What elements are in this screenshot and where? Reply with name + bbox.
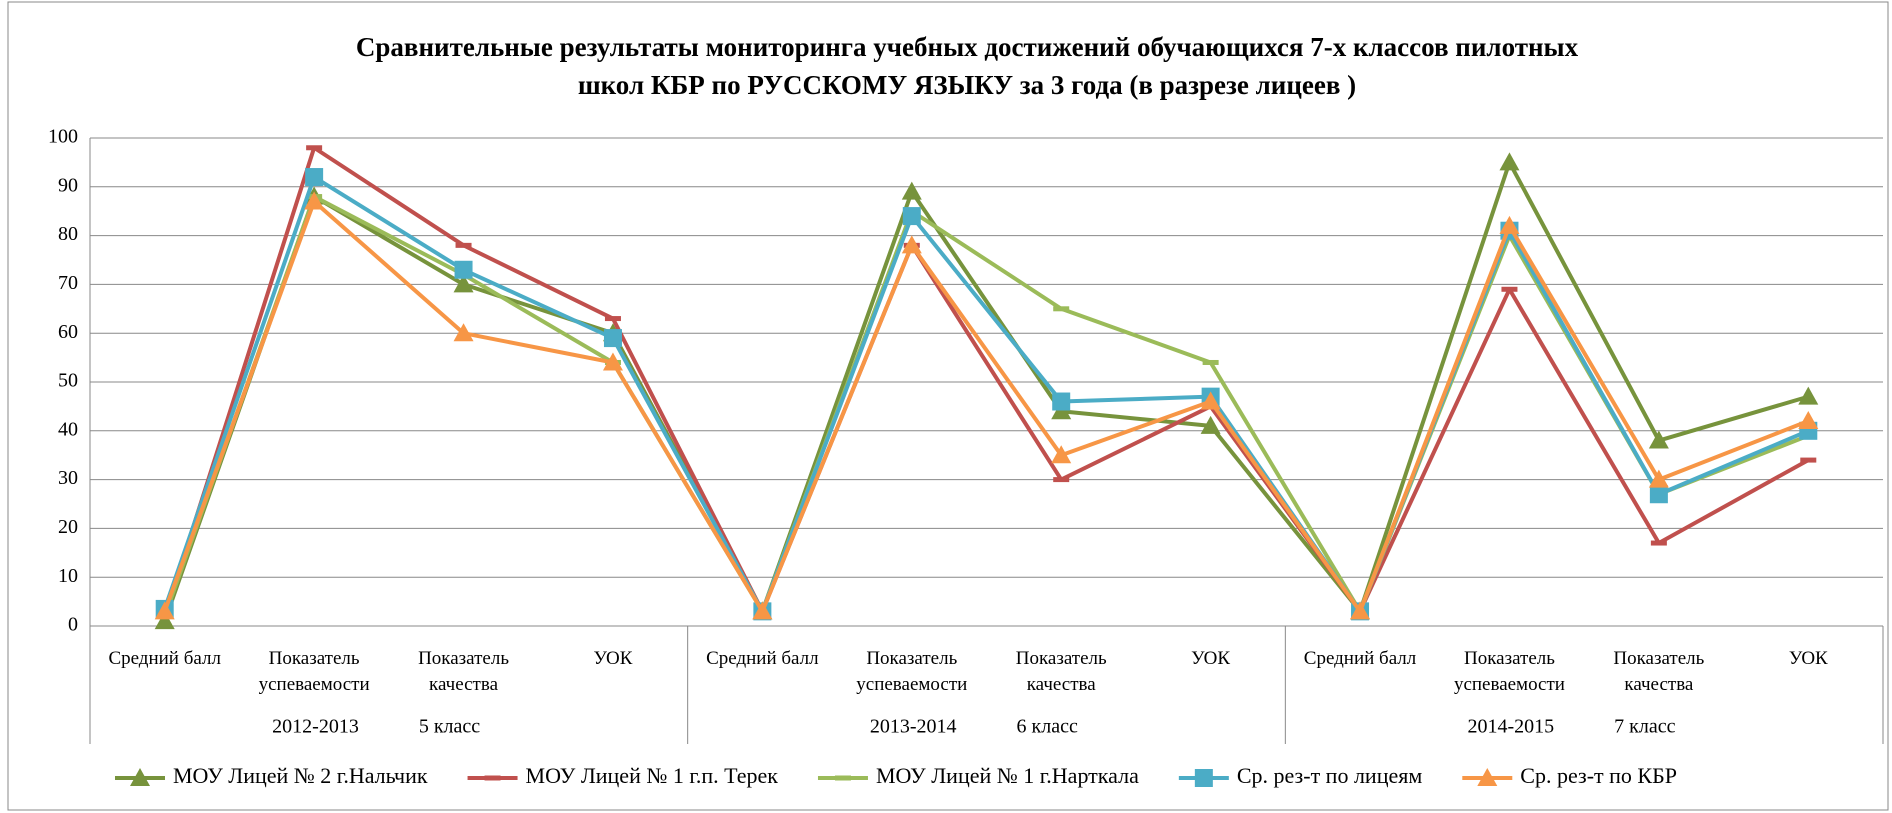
x-tick-label: Показатель успеваемости — [856, 648, 968, 695]
marker — [1477, 768, 1498, 786]
group-period: 2014-2015 — [1467, 716, 1554, 738]
x-tick-label: Показатель качества — [1015, 648, 1107, 695]
group-class: 7 класс — [1614, 716, 1675, 738]
marker — [1501, 286, 1518, 292]
legend-label: МОУ Лицей № 1 г.п. Терек — [526, 763, 779, 788]
marker — [901, 235, 922, 254]
x-tick-label: Средний балл — [108, 648, 221, 669]
chart-subtitle: школ КБР по РУССКОМУ ЯЗЫКУ за 3 года (в … — [578, 70, 1356, 100]
marker — [453, 323, 474, 342]
marker — [602, 352, 623, 371]
x-tick-label: Средний балл — [706, 648, 819, 669]
group-period: 2013-2014 — [870, 716, 957, 738]
chart-title: Сравнительные результаты мониторинга уче… — [356, 32, 1579, 62]
y-tick-label: 70 — [58, 272, 78, 294]
y-tick-label: 30 — [58, 467, 78, 489]
series-line — [162, 160, 1809, 622]
marker — [1650, 540, 1667, 546]
x-tick-label: Показатель качества — [418, 648, 509, 695]
marker — [1202, 359, 1219, 365]
series-line — [162, 199, 1810, 614]
marker — [306, 145, 323, 151]
x-tick-label: УОК — [1191, 648, 1231, 669]
y-tick-label: 10 — [58, 565, 78, 587]
marker — [1194, 769, 1213, 787]
series-line — [162, 145, 1810, 617]
y-tick-label: 0 — [68, 614, 78, 636]
y-tick-label: 20 — [58, 516, 78, 538]
legend-label: Ср. рез-т по КБР — [1520, 763, 1677, 788]
marker — [154, 601, 175, 620]
marker — [305, 168, 324, 187]
marker — [901, 181, 922, 200]
marker — [1499, 215, 1520, 234]
marker — [1053, 306, 1070, 312]
marker — [1053, 477, 1070, 483]
marker — [1200, 391, 1221, 410]
marker — [130, 768, 150, 786]
marker — [1499, 152, 1520, 171]
marker — [1051, 445, 1072, 464]
marker — [453, 274, 474, 293]
x-tick-label: УОК — [1788, 648, 1828, 669]
series-line — [162, 175, 1810, 614]
marker — [604, 316, 621, 322]
frame — [7, 1, 1889, 811]
legend-label: МОУ Лицей № 1 г.Нарткала — [876, 763, 1139, 788]
x-tick-label: Показатель успеваемости — [258, 648, 370, 695]
marker — [454, 260, 473, 279]
y-tick-label: 40 — [58, 418, 78, 440]
marker — [834, 775, 851, 781]
group-class: 6 класс — [1017, 716, 1078, 738]
marker — [1648, 469, 1669, 488]
group-period: 2012-2013 — [272, 716, 359, 738]
marker — [1350, 601, 1371, 620]
y-tick-label: 80 — [58, 223, 78, 245]
marker — [1200, 415, 1221, 434]
y-tick-label: 90 — [58, 174, 78, 196]
legend-label: Ср. рез-т по лицеям — [1237, 763, 1423, 788]
marker — [902, 207, 921, 226]
marker — [484, 775, 501, 781]
marker — [752, 601, 773, 620]
marker — [154, 611, 175, 630]
y-tick-label: 100 — [48, 126, 78, 148]
x-tick-label: Средний балл — [1303, 648, 1417, 669]
marker — [1798, 386, 1819, 405]
series-line — [162, 194, 1810, 617]
marker — [1800, 457, 1817, 463]
marker — [1648, 430, 1669, 449]
marker — [1649, 485, 1668, 504]
marker — [1052, 392, 1071, 411]
y-tick-label: 60 — [58, 321, 78, 343]
marker — [603, 329, 622, 348]
marker — [455, 242, 472, 248]
x-tick-label: УОК — [593, 648, 633, 669]
group-class: 5 класс — [419, 716, 480, 738]
marker — [1798, 411, 1819, 430]
legend-label: МОУ Лицей № 2 г.Нальчик — [173, 763, 428, 788]
marker — [304, 191, 325, 210]
y-tick-label: 50 — [58, 370, 78, 392]
x-tick-label: Показатель успеваемости — [1453, 648, 1565, 695]
x-tick-label: Показатель качества — [1613, 648, 1705, 695]
